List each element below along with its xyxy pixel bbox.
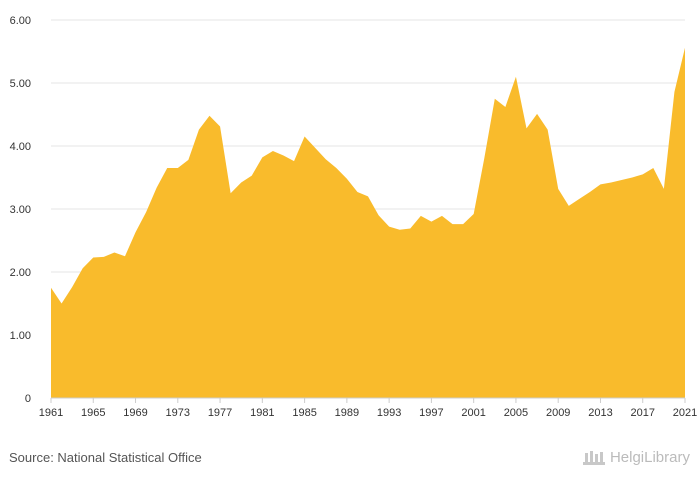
y-tick-label: 6.00 (10, 15, 31, 27)
x-tick-label: 2005 (504, 407, 528, 419)
x-tick-label: 2017 (630, 407, 654, 419)
y-tick-label: 5.00 (10, 78, 31, 90)
x-tick-labels: 1961 1965 1969 1973 1977 1981 1985 1989 1993 1997… (39, 407, 697, 419)
axes (50, 397, 686, 403)
y-tick-label: 0 (25, 393, 31, 405)
y-tick-label: 3.00 (10, 204, 31, 216)
x-tick-label: 1981 (250, 407, 274, 419)
library-icon (582, 451, 605, 465)
x-tick-label: 2013 (588, 407, 612, 419)
area-fill (51, 47, 685, 398)
y-tick-label: 1.00 (10, 330, 31, 342)
y-tick-labels: 0 1.00 2.00 3.00 4.00 5.00 6.00 (10, 15, 31, 405)
x-tick-label: 1973 (166, 407, 190, 419)
area-series (51, 47, 685, 398)
x-tick-label: 1977 (208, 407, 232, 419)
x-tick-label: 2001 (461, 407, 485, 419)
x-tick-label: 1965 (81, 407, 105, 419)
x-tick-label: 2021 (673, 407, 697, 419)
x-tick-label: 1985 (292, 407, 316, 419)
y-tick-label: 4.00 (10, 141, 31, 153)
x-tick-label: 1961 (39, 407, 63, 419)
source-note: Source: National Statistical Office (9, 450, 202, 465)
x-tick-label: 1997 (419, 407, 443, 419)
y-tick-label: 2.00 (10, 267, 31, 279)
x-tick-label: 1969 (123, 407, 147, 419)
brand-name: HelgiLibrary (609, 448, 690, 466)
brand-logo: HelgiLibrary (582, 448, 690, 466)
x-tick-label: 1989 (335, 407, 359, 419)
x-tick-label: 2009 (546, 407, 570, 419)
area-chart: 01.002.003.004.005.006.00 1961 1965 1969 19… (10, 15, 698, 419)
x-tick-label: 1993 (377, 407, 401, 419)
